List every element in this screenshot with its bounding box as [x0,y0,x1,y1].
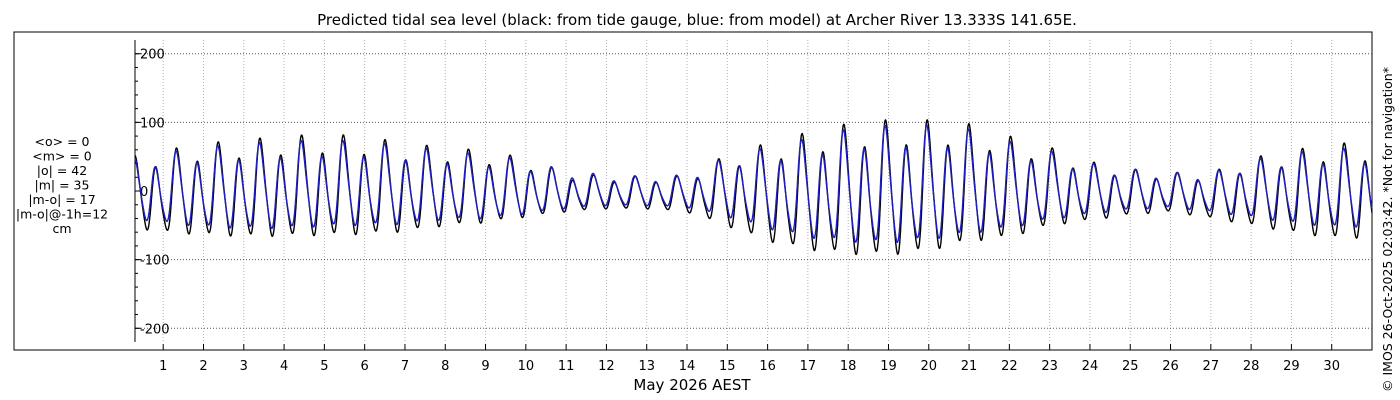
stat-line: |m-o|@-1h=12 [16,207,108,222]
x-tick-label: 2 [199,359,207,374]
x-tick-label: 30 [1323,359,1340,374]
x-tick-label: 14 [679,359,696,374]
x-tick-label: 10 [518,359,535,374]
copyright-text: © IMOS 26-Oct-2025 02:03:42. *Not for na… [1380,67,1395,392]
y-tick-label: 200 [140,48,165,63]
y-tick-label: -100 [140,254,170,269]
x-tick-label: 23 [1041,359,1058,374]
stat-line: |o| = 42 [37,163,87,178]
x-tick-label: 4 [280,359,288,374]
x-tick-label: 8 [441,359,449,374]
x-axis-label: May 2026 AEST [633,376,751,394]
x-tick-label: 24 [1082,359,1099,374]
series-lines [134,119,1373,256]
grid-lines [135,40,1372,342]
stat-line: <o> = 0 [35,134,90,149]
x-tick-label: 25 [1122,359,1139,374]
stat-line: <m> = 0 [32,149,92,164]
x-tick-label: 3 [240,359,248,374]
x-tick-label: 28 [1243,359,1260,374]
stats-panel-frame [13,31,1373,351]
x-tick-label: 7 [401,359,409,374]
x-tick-label: 22 [1001,359,1018,374]
x-tick-label: 13 [638,359,655,374]
x-tick-label: 11 [558,359,575,374]
y-tick-label: 0 [140,185,148,200]
y-tick-label: 100 [140,116,165,131]
x-tick-label: 26 [1162,359,1179,374]
stat-line: |m| = 35 [35,178,90,193]
series-gauge-line [134,119,1373,256]
stats-panel: <o> = 0<m> = 0|o| = 42|m| = 35|m-o| = 17… [16,134,108,236]
x-axis-ticks: 1 2 3 4 5 6 7 8 9 10 11 12 13 14 15 16 17 18 19 20 21 22 23 24 2… [159,344,1340,374]
series-model-line [134,124,1373,244]
x-tick-label: 6 [361,359,369,374]
x-tick-label: 29 [1283,359,1300,374]
x-tick-label: 15 [719,359,736,374]
x-tick-label: 21 [961,359,978,374]
x-tick-label: 19 [880,359,897,374]
chart-title: Predicted tidal sea level (black: from t… [317,11,1077,29]
y-axis: -200 -100 0 100 200 [134,40,170,342]
y-tick-label: -200 [140,322,170,337]
x-tick-label: 5 [320,359,328,374]
x-tick-label: 20 [921,359,938,374]
x-tick-label: 16 [759,359,776,374]
x-tick-label: 17 [800,359,817,374]
stat-line: |m-o| = 17 [28,192,95,207]
x-tick-label: 18 [840,359,857,374]
x-tick-label: 9 [481,359,489,374]
x-tick-label: 27 [1203,359,1220,374]
stat-line: cm [52,221,71,236]
x-tick-label: 12 [598,359,615,374]
x-tick-label: 1 [159,359,167,374]
